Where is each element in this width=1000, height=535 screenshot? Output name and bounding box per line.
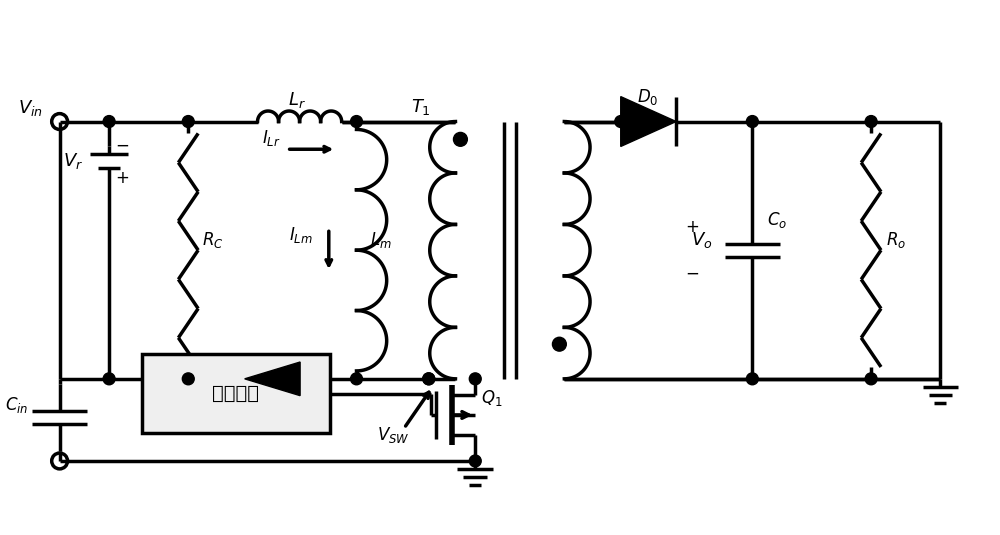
Text: $R_o$: $R_o$ — [886, 230, 906, 250]
Text: $I_{Lr}$: $I_{Lr}$ — [262, 128, 281, 148]
Text: $L_m$: $L_m$ — [370, 230, 392, 250]
Text: $T_1$: $T_1$ — [411, 97, 431, 117]
Circle shape — [351, 116, 362, 127]
Text: 控制芯片: 控制芯片 — [212, 384, 259, 403]
Text: $L_r$: $L_r$ — [288, 90, 306, 110]
Polygon shape — [621, 97, 676, 147]
Text: $V_o$: $V_o$ — [691, 230, 712, 250]
Circle shape — [182, 373, 194, 385]
Text: $+$: $+$ — [115, 169, 129, 187]
Text: $V_r$: $V_r$ — [63, 151, 83, 171]
Text: $D_0$: $D_0$ — [637, 87, 658, 107]
Circle shape — [182, 116, 194, 127]
Circle shape — [453, 133, 467, 146]
FancyBboxPatch shape — [142, 354, 330, 433]
Circle shape — [746, 373, 758, 385]
Text: $Q_1$: $Q_1$ — [481, 388, 503, 408]
Polygon shape — [245, 362, 300, 396]
Circle shape — [103, 373, 115, 385]
Text: $-$: $-$ — [115, 135, 129, 153]
Text: $C_o$: $C_o$ — [767, 210, 787, 231]
Text: $V_{SW}$: $V_{SW}$ — [377, 425, 410, 445]
Circle shape — [746, 116, 758, 127]
Text: $-$: $-$ — [685, 264, 699, 282]
Circle shape — [423, 373, 435, 385]
Circle shape — [351, 373, 362, 385]
Text: $C_{in}$: $C_{in}$ — [5, 394, 29, 415]
Circle shape — [865, 373, 877, 385]
Circle shape — [103, 116, 115, 127]
Circle shape — [552, 337, 566, 351]
Circle shape — [615, 116, 627, 127]
Circle shape — [423, 373, 435, 385]
Circle shape — [469, 373, 481, 385]
Text: $R_C$: $R_C$ — [202, 230, 224, 250]
Text: $I_{Lm}$: $I_{Lm}$ — [289, 225, 313, 245]
Text: $+$: $+$ — [685, 218, 699, 236]
Circle shape — [469, 455, 481, 467]
Text: $V_{in}$: $V_{in}$ — [18, 97, 43, 118]
Circle shape — [865, 116, 877, 127]
